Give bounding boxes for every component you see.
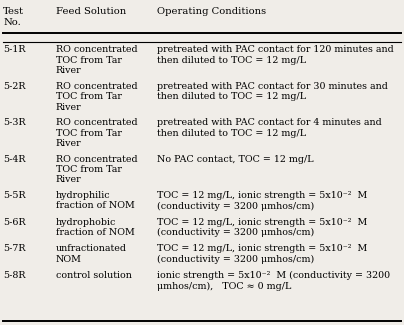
Text: 5-3R: 5-3R bbox=[3, 118, 26, 127]
Text: RO concentrated
TOC from Tar
River: RO concentrated TOC from Tar River bbox=[56, 155, 137, 185]
Text: pretreated with PAC contact for 30 minutes and
then diluted to TOC = 12 mg/L: pretreated with PAC contact for 30 minut… bbox=[157, 82, 387, 101]
Text: hydrophobic
fraction of NOM: hydrophobic fraction of NOM bbox=[56, 218, 135, 237]
Text: RO concentrated
TOC from Tar
River: RO concentrated TOC from Tar River bbox=[56, 118, 137, 148]
Text: ionic strength = 5x10⁻²  M (conductivity = 3200
μmhos/cm),   TOC ≈ 0 mg/L: ionic strength = 5x10⁻² M (conductivity … bbox=[157, 271, 390, 291]
Text: Operating Conditions: Operating Conditions bbox=[157, 7, 266, 16]
Text: 5-8R: 5-8R bbox=[3, 271, 26, 280]
Text: 5-1R: 5-1R bbox=[3, 46, 26, 55]
Text: 5-2R: 5-2R bbox=[3, 82, 26, 91]
Text: Test
No.: Test No. bbox=[3, 7, 24, 27]
Text: pretreated with PAC contact for 120 minutes and
then diluted to TOC = 12 mg/L: pretreated with PAC contact for 120 minu… bbox=[157, 46, 393, 65]
Text: No PAC contact, TOC = 12 mg/L: No PAC contact, TOC = 12 mg/L bbox=[157, 155, 314, 164]
Text: 5-5R: 5-5R bbox=[3, 191, 26, 200]
Text: TOC = 12 mg/L, ionic strength = 5x10⁻²  M
(conductivity = 3200 μmhos/cm): TOC = 12 mg/L, ionic strength = 5x10⁻² M… bbox=[157, 244, 367, 264]
Text: pretreated with PAC contact for 4 minutes and
then diluted to TOC = 12 mg/L: pretreated with PAC contact for 4 minute… bbox=[157, 118, 381, 138]
Text: hydrophilic
fraction of NOM: hydrophilic fraction of NOM bbox=[56, 191, 135, 211]
Text: RO concentrated
TOC from Tar
River: RO concentrated TOC from Tar River bbox=[56, 82, 137, 112]
Text: unfractionated
NOM: unfractionated NOM bbox=[56, 244, 127, 264]
Text: TOC = 12 mg/L, ionic strength = 5x10⁻²  M
(conductivity = 3200 μmhos/cm): TOC = 12 mg/L, ionic strength = 5x10⁻² M… bbox=[157, 218, 367, 237]
Text: RO concentrated
TOC from Tar
River: RO concentrated TOC from Tar River bbox=[56, 46, 137, 75]
Text: 5-7R: 5-7R bbox=[3, 244, 26, 254]
Text: TOC = 12 mg/L, ionic strength = 5x10⁻²  M
(conductivity = 3200 μmhos/cm): TOC = 12 mg/L, ionic strength = 5x10⁻² M… bbox=[157, 191, 367, 211]
Text: 5-6R: 5-6R bbox=[3, 218, 26, 227]
Text: control solution: control solution bbox=[56, 271, 132, 280]
Text: 5-4R: 5-4R bbox=[3, 155, 26, 164]
Text: Feed Solution: Feed Solution bbox=[56, 7, 126, 16]
